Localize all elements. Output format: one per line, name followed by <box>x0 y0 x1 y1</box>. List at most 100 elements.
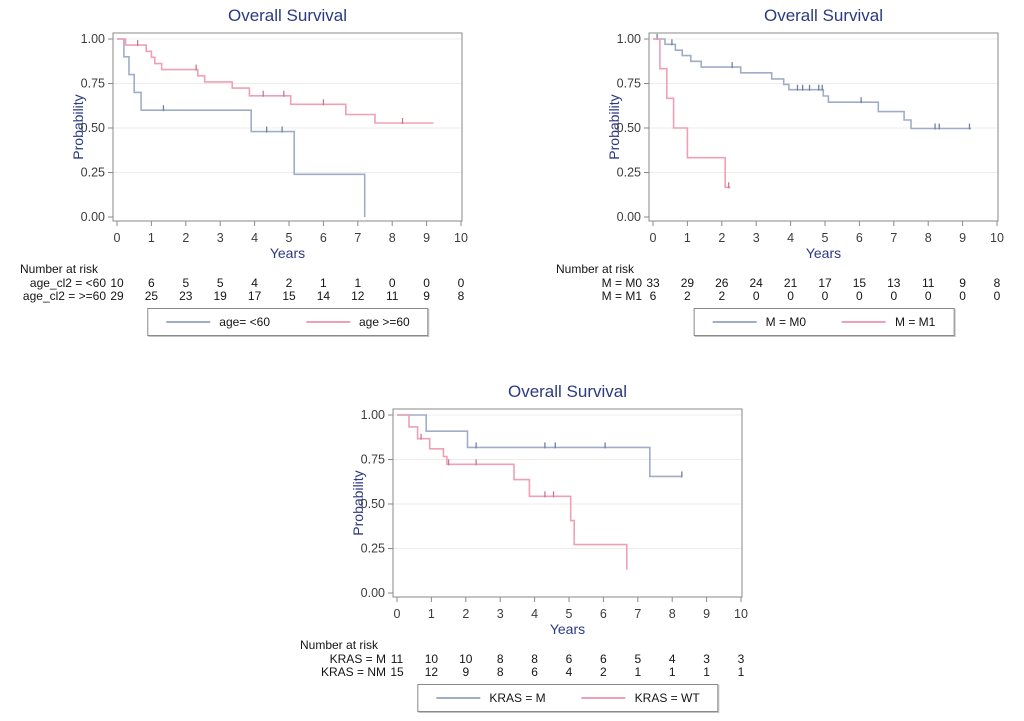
number-at-risk-count: 1 <box>703 665 710 680</box>
number-at-risk-count: 5 <box>182 276 190 290</box>
number-at-risk-row: age_cl2 = >=60 29 25 23 19 17 15 14 12 11 9 8 <box>0 289 512 304</box>
number-at-risk-count: 0 <box>388 276 396 290</box>
survival-curve-0 <box>397 414 683 478</box>
number-at-risk-count: 4 <box>251 276 258 290</box>
x-tick-label: 2 <box>462 607 469 621</box>
x-tick-label: 2 <box>718 231 725 245</box>
legend-line-sample <box>166 321 211 323</box>
legend-entry: M = M0 <box>712 315 806 329</box>
number-at-risk-count: 6 <box>649 289 657 304</box>
gridlines <box>393 414 742 549</box>
number-at-risk-count: 3 <box>737 652 745 666</box>
number-at-risk-count: 1 <box>354 276 362 290</box>
censor-marks-1 <box>136 40 404 125</box>
legend: KRAS = M KRAS = WT <box>417 684 719 712</box>
number-at-risk-count: 12 <box>351 289 365 304</box>
y-tick-label: 1.00 <box>361 408 385 422</box>
x-tick-label: 0 <box>394 607 401 621</box>
x-tick-label: 6 <box>856 231 863 245</box>
number-at-risk-row: M = M0 33 29 26 24 21 17 15 13 11 9 8 <box>536 276 1024 290</box>
censor-marks-0 <box>656 34 971 130</box>
number-at-risk-count: 11 <box>921 276 935 290</box>
legend: age= <60 age >=60 <box>147 308 429 336</box>
censor-marks-0 <box>475 442 683 478</box>
legend-label: age= <60 <box>219 315 270 329</box>
y-tick-label: 0.75 <box>617 77 641 91</box>
number-at-risk-row-label: age_cl2 = <60 <box>29 276 106 290</box>
number-at-risk-count: 0 <box>787 289 794 304</box>
survival-curve-1 <box>397 414 628 570</box>
number-at-risk-count: 8 <box>457 289 465 304</box>
km-panel-kras: Overall Survival Probability 0.00 0.25 0.5… <box>280 376 792 721</box>
legend-entry: KRAS = M <box>436 691 546 705</box>
axis-ticks: 0.00 0.25 0.50 0.75 1.00 0 1 2 3 4 5 6 7 8 9 10 <box>617 32 1004 245</box>
number-at-risk-count: 0 <box>752 289 760 304</box>
x-tick-label: 8 <box>669 607 676 621</box>
x-tick-label: 8 <box>925 231 932 245</box>
chart-title: Overall Survival <box>507 382 628 401</box>
axis-ticks: 0.00 0.25 0.50 0.75 1.00 0 1 2 3 4 5 6 7 8 9 10 <box>361 408 748 621</box>
km-panel-metastasis: Overall Survival Probability 0.00 0.25 0.5… <box>536 0 1024 345</box>
number-at-risk-count: 14 <box>316 289 331 304</box>
y-tick-label: 0.25 <box>361 542 385 556</box>
number-at-risk-count: 17 <box>818 276 832 290</box>
plot-frame <box>112 32 463 222</box>
survival-curve-1 <box>653 38 731 189</box>
gridlines <box>649 38 998 173</box>
number-at-risk-count: 15 <box>852 276 867 290</box>
x-tick-label: 5 <box>566 607 573 621</box>
number-at-risk-count: 0 <box>993 289 1001 304</box>
number-at-risk-count: 9 <box>423 289 430 304</box>
x-tick-label: 3 <box>497 607 504 621</box>
y-tick-label: 1.00 <box>81 32 105 46</box>
number-at-risk-count: 19 <box>213 289 227 304</box>
legend-line-sample <box>712 321 757 323</box>
km-plot-svg: 0.00 0.25 0.50 0.75 1.00 0 1 2 3 4 5 6 7 8 9 10 <box>617 32 1004 245</box>
number-at-risk-count: 9 <box>462 665 470 680</box>
number-at-risk-count: 11 <box>390 652 404 666</box>
x-tick-label: 9 <box>703 607 710 621</box>
number-at-risk-count: 13 <box>887 276 901 290</box>
number-at-risk-count: 0 <box>890 289 898 304</box>
censor-marks-1 <box>420 433 555 498</box>
number-at-risk-count: 1 <box>737 665 745 680</box>
number-at-risk-row: M = M1 6 2 2 0 0 0 0 0 0 0 0 <box>536 289 1024 304</box>
number-at-risk-count: 17 <box>247 289 262 304</box>
x-tick-label: 2 <box>182 231 189 245</box>
number-at-risk-count: 4 <box>565 665 573 680</box>
x-tick-label: 4 <box>531 607 538 621</box>
x-tick-label: 8 <box>389 231 396 245</box>
x-tick-label: 5 <box>286 231 293 245</box>
legend-entry: M = M1 <box>842 315 935 329</box>
number-at-risk-row-label: M = M0 <box>601 276 642 290</box>
y-tick-label: 0.50 <box>617 121 641 135</box>
y-tick-label: 0.50 <box>361 497 385 511</box>
legend-line-sample <box>842 321 886 323</box>
legend-label: M = M0 <box>765 315 806 329</box>
axis-ticks: 0.00 0.25 0.50 0.75 1.00 0 1 2 3 4 5 6 7 8 9 10 <box>81 32 468 245</box>
legend-label: age >=60 <box>359 315 410 329</box>
x-tick-label: 6 <box>320 231 327 245</box>
y-tick-label: 0.50 <box>81 121 105 135</box>
censor-marks-0 <box>162 105 283 133</box>
x-tick-label: 5 <box>822 231 829 245</box>
legend: M = M0 M = M1 <box>693 308 955 336</box>
x-tick-label: 10 <box>454 231 468 245</box>
x-tick-label: 6 <box>600 607 607 621</box>
number-at-risk-row: age_cl2 = <60 10 6 5 5 4 2 1 1 0 0 0 <box>0 276 512 290</box>
x-tick-label: 3 <box>217 231 224 245</box>
number-at-risk-count: 2 <box>684 289 691 304</box>
number-at-risk-count: 10 <box>424 652 439 666</box>
x-tick-label: 9 <box>423 231 430 245</box>
number-at-risk-count: 1 <box>668 665 676 680</box>
y-tick-label: 0.00 <box>361 586 385 600</box>
number-at-risk-count: 6 <box>531 665 538 680</box>
legend-label: M = M1 <box>895 315 936 329</box>
legend-entry: age >=60 <box>306 315 410 329</box>
number-at-risk-count: 3 <box>703 652 710 666</box>
legend-label: KRAS = M <box>489 691 546 705</box>
number-at-risk-count: 8 <box>496 652 504 666</box>
x-tick-label: 1 <box>148 231 155 245</box>
number-at-risk-count: 23 <box>179 289 193 304</box>
number-at-risk-count: 12 <box>424 665 439 680</box>
